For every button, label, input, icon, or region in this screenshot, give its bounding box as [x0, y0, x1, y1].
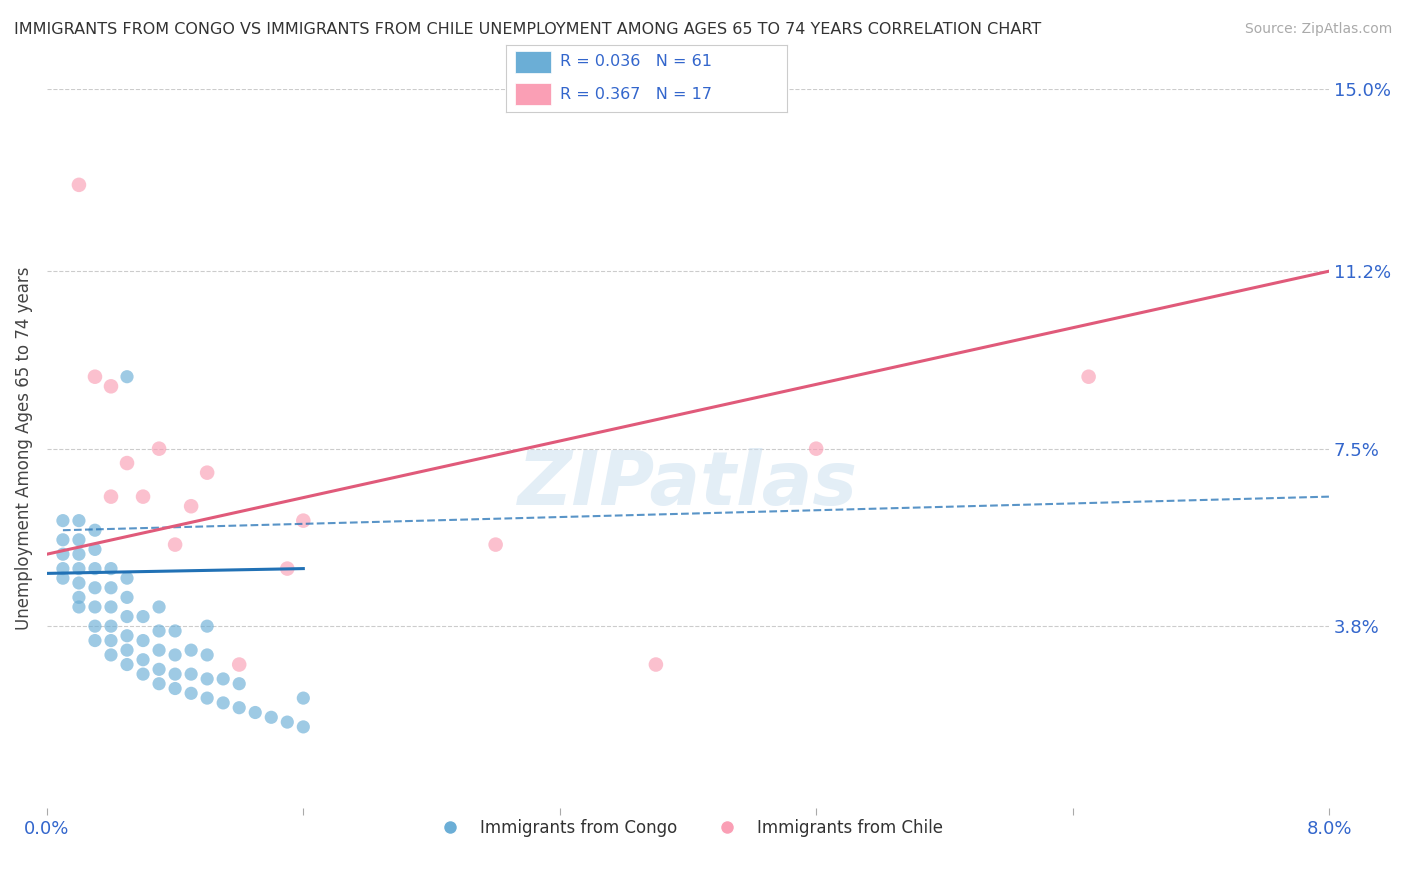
Point [228, 657, 250, 672]
Text: ZIPatlas: ZIPatlas [517, 448, 858, 521]
Point [148, 662, 170, 676]
Point [115, 643, 138, 657]
Point [84, 542, 107, 557]
Point [644, 657, 666, 672]
Point [195, 619, 218, 633]
Point [195, 691, 218, 706]
Text: R = 0.036   N = 61: R = 0.036 N = 61 [560, 54, 711, 70]
Point [115, 629, 138, 643]
Point [100, 599, 122, 614]
Point [52, 561, 75, 575]
Point [84, 619, 107, 633]
Point [148, 643, 170, 657]
Point [67, 599, 90, 614]
Point [100, 633, 122, 648]
Point [260, 710, 283, 724]
Point [100, 561, 122, 575]
Point [132, 609, 155, 624]
Point [148, 599, 170, 614]
Point [67, 533, 90, 547]
Text: IMMIGRANTS FROM CONGO VS IMMIGRANTS FROM CHILE UNEMPLOYMENT AMONG AGES 65 TO 74 : IMMIGRANTS FROM CONGO VS IMMIGRANTS FROM… [14, 22, 1042, 37]
Point [84, 561, 107, 575]
Point [276, 561, 298, 575]
Point [115, 456, 138, 470]
Point [115, 571, 138, 585]
Point [148, 624, 170, 638]
Point [165, 648, 187, 662]
Point [804, 442, 827, 456]
Point [148, 442, 170, 456]
Point [132, 667, 155, 681]
Point [84, 633, 107, 648]
Point [165, 667, 187, 681]
Point [100, 490, 122, 504]
Point [180, 686, 202, 700]
Point [67, 547, 90, 561]
Point [485, 538, 508, 552]
Point [276, 715, 298, 730]
Bar [515, 83, 551, 104]
Point [165, 538, 187, 552]
Point [132, 653, 155, 667]
Point [165, 681, 187, 696]
Y-axis label: Unemployment Among Ages 65 to 74 years: Unemployment Among Ages 65 to 74 years [15, 267, 32, 631]
Text: R = 0.367   N = 17: R = 0.367 N = 17 [560, 87, 711, 102]
Point [180, 667, 202, 681]
Point [115, 369, 138, 384]
Point [52, 547, 75, 561]
Point [84, 523, 107, 537]
Point [67, 576, 90, 591]
Point [67, 514, 90, 528]
Point [84, 369, 107, 384]
Point [228, 700, 250, 714]
Point [245, 706, 267, 720]
Point [100, 379, 122, 393]
Point [84, 599, 107, 614]
Point [52, 533, 75, 547]
Point [195, 672, 218, 686]
Point [52, 514, 75, 528]
Point [195, 648, 218, 662]
Point [212, 672, 235, 686]
Point [180, 500, 202, 514]
Point [67, 178, 90, 192]
Point [115, 657, 138, 672]
Text: Source: ZipAtlas.com: Source: ZipAtlas.com [1244, 22, 1392, 37]
Point [212, 696, 235, 710]
Point [228, 677, 250, 691]
Point [292, 514, 315, 528]
Point [180, 643, 202, 657]
Point [52, 571, 75, 585]
Point [1077, 369, 1099, 384]
Point [132, 633, 155, 648]
Point [67, 591, 90, 605]
Point [84, 581, 107, 595]
Point [165, 624, 187, 638]
Point [115, 609, 138, 624]
Point [100, 581, 122, 595]
Legend: Immigrants from Congo, Immigrants from Chile: Immigrants from Congo, Immigrants from C… [426, 812, 949, 843]
Point [132, 490, 155, 504]
Point [148, 677, 170, 691]
Point [292, 720, 315, 734]
Bar [515, 51, 551, 73]
Point [67, 561, 90, 575]
Point [195, 466, 218, 480]
Point [100, 648, 122, 662]
Point [292, 691, 315, 706]
Point [115, 591, 138, 605]
Point [100, 619, 122, 633]
